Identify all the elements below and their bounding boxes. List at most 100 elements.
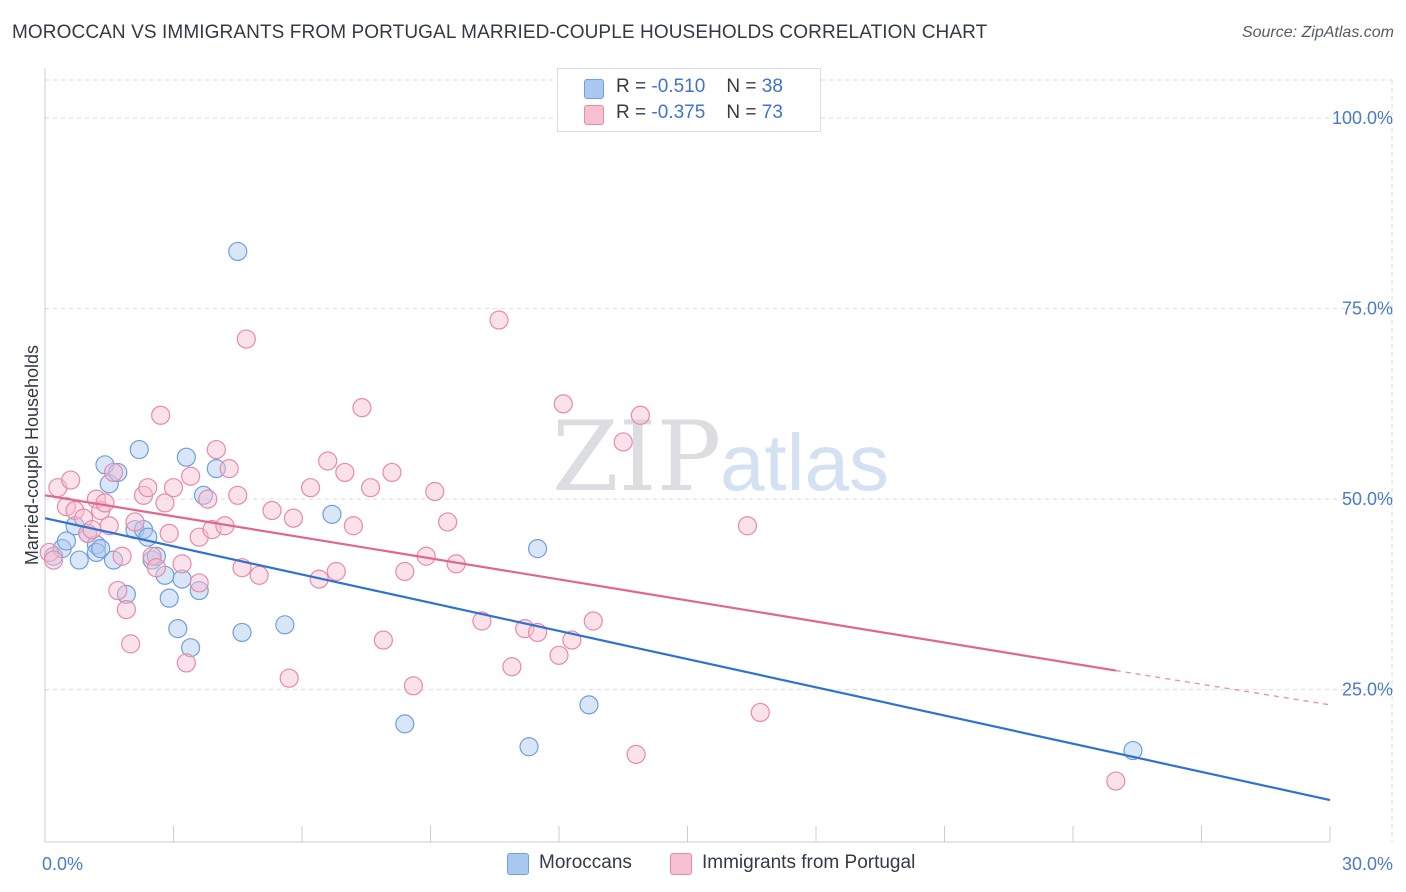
watermark-atlas: atlas [720, 418, 889, 507]
point-portugal [373, 630, 393, 650]
x-tick-labels: 0.0% 30.0% [42, 854, 1393, 874]
point-portugal [189, 573, 209, 593]
point-portugal [279, 668, 299, 688]
legend-n-label: N = [726, 76, 757, 97]
point-moroccans [138, 527, 158, 547]
point-portugal [549, 645, 569, 665]
point-portugal [116, 599, 136, 620]
chart-title: MOROCCAN VS IMMIGRANTS FROM PORTUGAL MAR… [12, 22, 988, 43]
point-portugal [176, 653, 196, 673]
point-moroccans [527, 539, 548, 559]
point-portugal [502, 657, 522, 677]
legend-swatch-pink [584, 105, 604, 125]
point-portugal [95, 493, 115, 513]
point-portugal [172, 554, 192, 574]
axes [44, 68, 1331, 843]
point-portugal [343, 516, 363, 536]
legend-n-value: 73 [761, 102, 783, 123]
point-portugal [108, 580, 128, 601]
y-tick-label: 50.0% [1342, 489, 1393, 509]
point-portugal [403, 676, 423, 696]
data-points [39, 241, 1143, 791]
point-portugal [352, 398, 372, 418]
x-tick-label: 30.0% [1342, 854, 1393, 874]
series-swatch-blue [507, 853, 529, 875]
point-portugal [438, 512, 458, 532]
point-portugal [472, 611, 492, 631]
point-moroccans [56, 531, 77, 551]
series-swatch-pink [670, 853, 692, 875]
point-portugal [300, 478, 321, 498]
point-moroccans [91, 539, 111, 559]
point-portugal [198, 489, 218, 509]
source-credit: Source: ZipAtlas.com [1241, 24, 1394, 41]
point-portugal [61, 470, 81, 490]
trend-line-portugal-extension [1115, 669, 1331, 706]
point-portugal [228, 485, 248, 505]
point-moroccans [129, 439, 149, 460]
point-moroccans [232, 622, 252, 643]
legend-n-value: 38 [761, 76, 783, 97]
y-tick-label: 75.0% [1342, 299, 1393, 319]
point-moroccans [519, 737, 539, 757]
point-portugal [737, 516, 758, 536]
series-label-moroccans: Moroccans [539, 852, 632, 873]
legend-r-value: -0.510 [651, 76, 706, 97]
point-portugal [613, 432, 633, 452]
point-portugal [318, 451, 338, 471]
point-moroccans [579, 695, 599, 715]
point-portugal [1106, 771, 1126, 791]
point-portugal [112, 546, 132, 566]
x-tick-label: 0.0% [42, 854, 83, 874]
watermark-zip: ZIP [552, 401, 721, 513]
point-moroccans [69, 550, 89, 570]
trend-line-moroccans [44, 517, 1331, 802]
point-portugal [262, 500, 282, 521]
point-portugal [283, 508, 304, 528]
legend-r-label: R = [616, 76, 647, 97]
point-moroccans [146, 546, 166, 566]
legend-swatch-blue [584, 79, 604, 99]
point-portugal [750, 702, 770, 723]
point-moroccans [228, 241, 248, 262]
point-portugal [163, 478, 184, 498]
point-moroccans [108, 462, 128, 483]
point-portugal [626, 744, 646, 764]
grid-lines [45, 79, 1393, 842]
correlation-legend: R = -0.510 N = 38 R = -0.375 N = 73 [557, 68, 821, 132]
point-portugal [125, 512, 145, 532]
legend-n-label: N = [726, 102, 757, 123]
point-portugal [43, 550, 64, 570]
point-moroccans [181, 638, 201, 658]
point-portugal [206, 439, 226, 460]
point-portugal [138, 478, 158, 498]
point-portugal [583, 611, 603, 631]
point-portugal [395, 561, 415, 582]
point-portugal [219, 459, 239, 479]
point-moroccans [189, 580, 209, 601]
point-portugal [249, 565, 269, 585]
point-moroccans [176, 447, 196, 467]
point-portugal [425, 481, 445, 502]
point-portugal [146, 558, 166, 578]
point-portugal [630, 405, 650, 425]
point-portugal [142, 546, 162, 566]
point-portugal [335, 462, 355, 483]
y-tick-labels: 25.0% 50.0% 75.0% 100.0% [1332, 108, 1393, 699]
point-portugal [489, 310, 509, 330]
y-tick-label: 100.0% [1332, 108, 1393, 128]
series-label-portugal: Immigrants from Portugal [702, 852, 916, 873]
trend-lines [44, 494, 1331, 802]
point-portugal [360, 478, 381, 498]
point-portugal [553, 394, 573, 414]
legend-r-value: -0.375 [651, 102, 706, 123]
point-moroccans [159, 588, 179, 608]
point-portugal [326, 561, 346, 582]
point-portugal [155, 493, 175, 513]
legend-r-label: R = [616, 102, 647, 123]
point-portugal [236, 329, 256, 349]
trend-line-portugal [44, 494, 1117, 672]
point-portugal [151, 405, 171, 425]
point-moroccans [322, 504, 342, 524]
point-moroccans [168, 619, 188, 639]
